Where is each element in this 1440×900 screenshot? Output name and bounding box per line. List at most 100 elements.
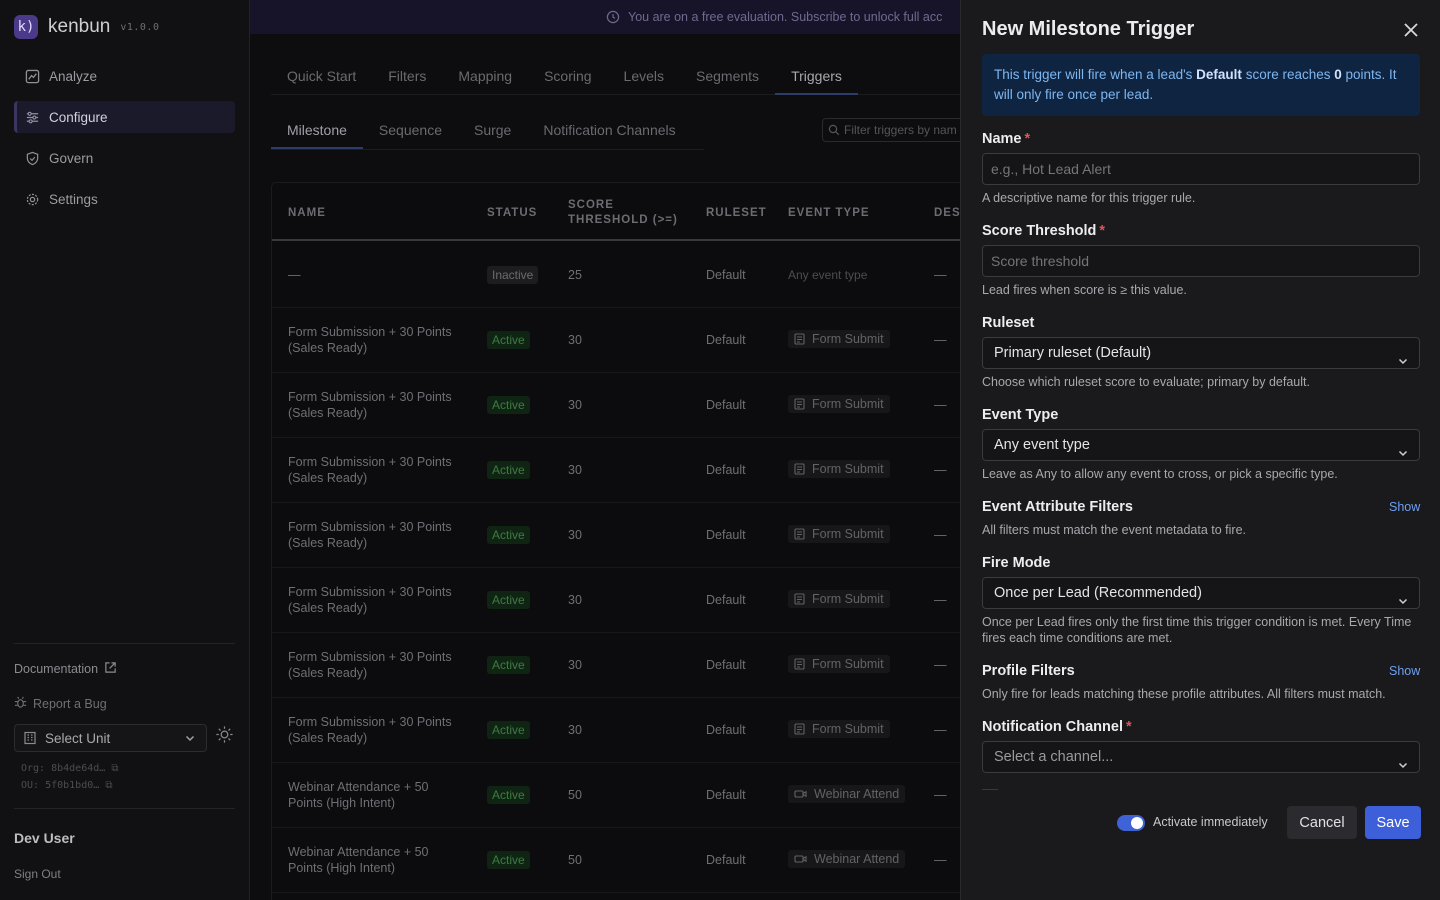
table-row[interactable]: Form Submission + 30 Points (Sales Ready)…: [272, 503, 960, 568]
table-row[interactable]: Form Submission + 30 Points (Sales Ready)…: [272, 633, 960, 698]
divider: [14, 643, 235, 644]
sidebar-item-analyze[interactable]: Analyze: [14, 60, 235, 92]
activate-immediately-toggle[interactable]: [1117, 815, 1145, 831]
event-type-badge: Webinar Attend: [788, 850, 906, 868]
status-badge: Active: [487, 461, 530, 479]
unit-select[interactable]: Select Unit: [14, 724, 207, 752]
table-row[interactable]: Webinar Attendance + 50 Points (High Inte…: [272, 828, 960, 893]
documentation-link[interactable]: Documentation: [14, 661, 117, 677]
theme-toggle-sun-icon[interactable]: [215, 725, 234, 749]
ruleset-select[interactable]: Primary ruleset (Default): [982, 337, 1420, 369]
status-badge: Active: [487, 396, 530, 414]
column-header-score[interactable]: SCORE THRESHOLD (>=): [568, 198, 678, 228]
tab-mapping[interactable]: Mapping: [458, 68, 513, 84]
fire-mode-select[interactable]: Once per Lead (Recommended): [982, 577, 1420, 609]
form-icon: [794, 333, 805, 345]
table-row[interactable]: Form Submission + 30 Points (Sales Ready)…: [272, 438, 960, 503]
event-type-badge: Form Submit: [788, 460, 890, 478]
description: —: [934, 658, 947, 672]
copy-icon[interactable]: ⧉: [105, 780, 113, 791]
event-type-label: Webinar Attend: [814, 787, 900, 801]
trigger-name: Form Submission + 30 Points (Sales Ready): [288, 714, 452, 746]
documentation-label: Documentation: [14, 662, 99, 676]
trigger-name-line1: Form Submission + 30 Points: [288, 390, 452, 404]
name-label: Name *: [982, 131, 1030, 147]
score-threshold: 30: [568, 463, 582, 477]
event-type-badge: Form Submit: [788, 330, 890, 348]
required-mark: *: [1024, 131, 1031, 147]
description: —: [934, 268, 947, 282]
score-threshold: 30: [568, 333, 582, 347]
event-attribute-filters-show-link[interactable]: Show: [1389, 500, 1421, 514]
form-icon: [794, 528, 805, 540]
column-header-name[interactable]: NAME: [288, 207, 326, 219]
primary-tabs: Quick Start Filters Mapping Scoring Leve…: [271, 57, 960, 95]
trigger-name-line2: (Sales Ready): [288, 666, 368, 680]
column-header-status[interactable]: STATUS: [487, 207, 538, 219]
event-type-select[interactable]: Any event type: [982, 429, 1420, 461]
save-button[interactable]: Save: [1365, 806, 1421, 839]
fire-mode-help: Once per Lead fires only the first time …: [982, 615, 1412, 645]
filter-triggers-input[interactable]: Filter triggers by nam: [822, 118, 960, 142]
sidebar-item-configure[interactable]: Configure: [14, 101, 235, 133]
trigger-name: Form Submission + 30 Points (Sales Ready): [288, 584, 452, 616]
event-attribute-filters-label: Event Attribute Filters: [982, 499, 1133, 515]
profile-filters-help: Only fire for leads matching these profi…: [982, 687, 1386, 701]
form-icon: [794, 658, 805, 670]
report-bug-link[interactable]: Report a Bug: [14, 696, 107, 712]
score-threshold: 50: [568, 853, 582, 867]
table-row[interactable]: Form Submission + 30 Points (Sales Ready)…: [272, 373, 960, 438]
table-row[interactable]: Form Submission + 30 Points (Sales Ready)…: [272, 308, 960, 373]
score-threshold-input[interactable]: [982, 245, 1420, 277]
profile-filters-show-link[interactable]: Show: [1389, 664, 1421, 678]
sidebar-item-govern[interactable]: Govern: [14, 142, 235, 174]
status-badge: Active: [487, 656, 530, 674]
copy-icon[interactable]: ⧉: [111, 763, 119, 774]
tab-triggers[interactable]: Triggers: [775, 57, 858, 95]
info-text-pre: This trigger will fire when a lead's: [994, 67, 1197, 82]
ruleset: Default: [706, 853, 746, 867]
trigger-name-line1: Form Submission + 30 Points: [288, 715, 452, 729]
sign-out-link[interactable]: Sign Out: [14, 867, 61, 881]
tab-milestone[interactable]: Milestone: [271, 112, 363, 149]
tab-filters[interactable]: Filters: [388, 68, 427, 84]
tab-notification-channels[interactable]: Notification Channels: [543, 122, 676, 138]
external-link-icon: [104, 661, 117, 677]
trigger-name: —: [288, 267, 301, 283]
event-type-label: Form Submit: [812, 722, 884, 736]
sidebar-item-label: Settings: [49, 191, 98, 207]
table-row[interactable]: — Inactive 25 Default Any event type —: [272, 243, 960, 308]
tab-segments[interactable]: Segments: [696, 68, 760, 84]
close-icon[interactable]: [1402, 21, 1420, 39]
chevron-down-icon: [1397, 440, 1409, 470]
trigger-name: Form Submission + 30 Points (Sales Ready): [288, 324, 452, 356]
tab-surge[interactable]: Surge: [473, 122, 512, 138]
table-row[interactable]: Webinar Attendance + 50 Points (High Inte…: [272, 763, 960, 828]
column-header-ruleset[interactable]: RULESET: [706, 207, 767, 219]
table-header: NAME STATUS SCORE THRESHOLD (>=) RULESET…: [272, 183, 960, 241]
tab-sequence[interactable]: Sequence: [378, 122, 442, 138]
name-input[interactable]: [982, 153, 1420, 185]
column-header-event-type[interactable]: EVENT TYPE: [788, 207, 870, 219]
table-row[interactable]: Form Submission + 30 Points (Sales Ready)…: [272, 698, 960, 763]
trigger-name-line2: (Sales Ready): [288, 601, 368, 615]
tab-quick-start[interactable]: Quick Start: [287, 68, 357, 84]
brand-version: v1.0.0: [120, 21, 160, 33]
sidebar-item-settings[interactable]: Settings: [14, 183, 235, 215]
tab-levels[interactable]: Levels: [623, 68, 665, 84]
analyze-icon: [24, 68, 40, 84]
event-type-label: Event Type: [982, 407, 1059, 423]
sidebar-item-label: Configure: [49, 109, 108, 125]
search-icon: [828, 124, 840, 136]
score-threshold: 30: [568, 593, 582, 607]
brand[interactable]: k) kenbun v1.0.0: [14, 14, 159, 40]
status-badge: Active: [487, 331, 530, 349]
table-row[interactable]: Form Submission + 30 Points (Sales Ready)…: [272, 568, 960, 633]
notification-channel-select[interactable]: Select a channel...: [982, 741, 1420, 773]
score-threshold: 25: [568, 268, 582, 282]
cancel-button[interactable]: Cancel: [1287, 806, 1357, 839]
event-type-badge: Form Submit: [788, 525, 890, 543]
tab-scoring[interactable]: Scoring: [544, 68, 592, 84]
score-threshold: 30: [568, 528, 582, 542]
column-header-description[interactable]: DES: [934, 207, 960, 219]
